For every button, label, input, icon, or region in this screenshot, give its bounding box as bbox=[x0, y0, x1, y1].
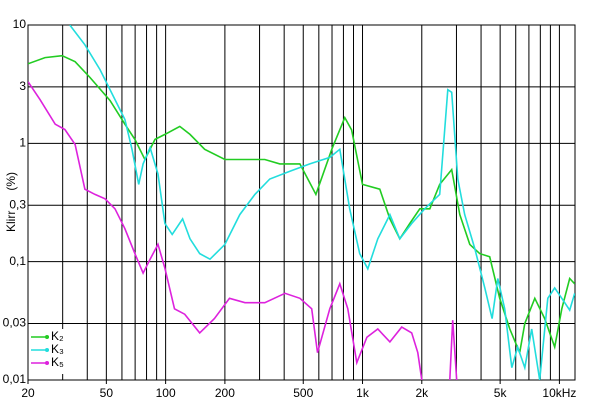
series-group bbox=[28, 25, 575, 380]
y-tick-label: 3 bbox=[19, 79, 26, 93]
y-tick-label: 0,01 bbox=[3, 372, 27, 386]
plot-area bbox=[27, 24, 576, 381]
x-tick-label: 500 bbox=[293, 386, 313, 400]
legend-marker bbox=[45, 335, 49, 339]
x-tick-label: 100 bbox=[156, 386, 176, 400]
x-tick-label: 2k bbox=[415, 386, 429, 400]
legend-label: K₅ bbox=[51, 355, 64, 369]
x-tick-label: 5k bbox=[494, 386, 508, 400]
data-line bbox=[28, 81, 458, 380]
legend-marker bbox=[45, 361, 49, 365]
x-tick-label: 10kHz bbox=[542, 386, 576, 400]
y-tick-label: 1 bbox=[19, 136, 26, 150]
x-tick-label: 1k bbox=[356, 386, 370, 400]
y-tick-label: 0,03 bbox=[3, 316, 27, 330]
data-line bbox=[28, 54, 575, 356]
legend-marker bbox=[45, 348, 49, 352]
data-line bbox=[69, 25, 575, 380]
x-tick-label: 50 bbox=[100, 386, 114, 400]
legend-label: K₃ bbox=[51, 342, 64, 356]
x-tick-label: 20 bbox=[21, 386, 35, 400]
x-tick-label: 200 bbox=[215, 386, 235, 400]
legend-label: K₂ bbox=[51, 329, 64, 343]
y-tick-label: 10 bbox=[13, 17, 27, 31]
y-tick-label: 0,1 bbox=[9, 254, 26, 268]
y-tick-label: 0,3 bbox=[9, 197, 26, 211]
y-axis-label: Klirr (%) bbox=[4, 172, 18, 232]
